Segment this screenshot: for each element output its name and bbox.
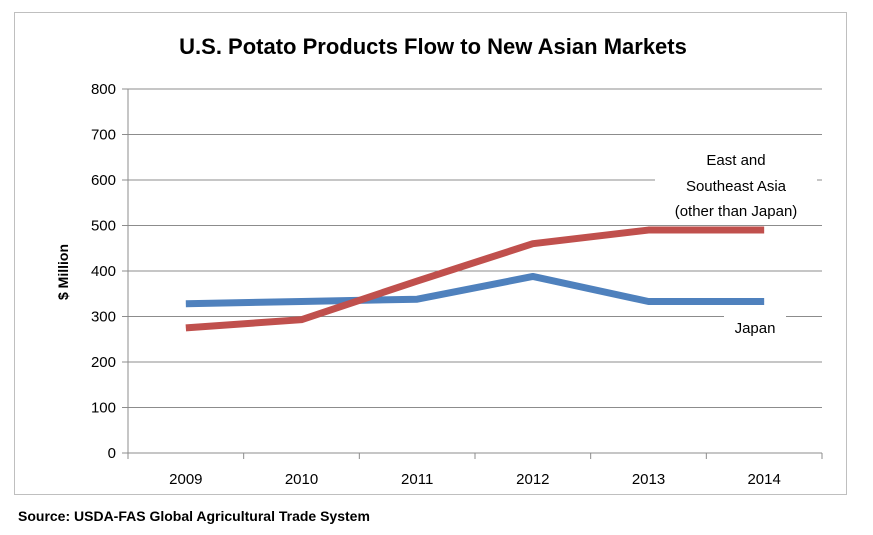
y-tick-label: 400 xyxy=(91,263,116,280)
y-tick-label: 500 xyxy=(91,218,116,235)
x-axis-tick-labels: 2009 2010 2011 2012 2013 2014 xyxy=(169,471,781,488)
y-tick-label: 600 xyxy=(91,172,116,189)
y-tick-label: 800 xyxy=(91,81,116,98)
series-annotations: East and Southeast Asia (other than Japan)… xyxy=(655,144,817,340)
y-tick-label: 0 xyxy=(108,445,116,462)
y-axis-tick-labels: 0 100 200 300 400 500 600 700 800 xyxy=(91,81,116,462)
y-tick-label: 700 xyxy=(91,127,116,144)
x-tick-label: 2013 xyxy=(632,471,665,488)
series-line-japan xyxy=(185,272,765,308)
chart-frame xyxy=(14,12,847,495)
x-tick-label: 2009 xyxy=(169,471,202,488)
x-tick-label: 2014 xyxy=(747,471,780,488)
annotation-japan: Japan xyxy=(735,320,776,337)
y-tick-label: 300 xyxy=(91,309,116,326)
y-tick-label: 200 xyxy=(91,354,116,371)
y-tick-label: 100 xyxy=(91,400,116,417)
annotation-background xyxy=(655,144,817,224)
annotation-background xyxy=(724,314,786,340)
series-line-east xyxy=(185,226,765,332)
chart-title: U.S. Potato Products Flow to New Asian M… xyxy=(179,34,687,59)
x-tick-label: 2010 xyxy=(285,471,318,488)
y-axis-label: $ Million xyxy=(55,244,71,300)
series-lines xyxy=(185,226,765,332)
x-tick-label: 2012 xyxy=(516,471,549,488)
annotation-east-southeast-asia: (other than Japan) xyxy=(675,203,798,220)
axes xyxy=(127,89,823,459)
annotation-east-southeast-asia: East and xyxy=(706,152,765,169)
x-tick-label: 2011 xyxy=(401,471,433,488)
source-note: Source: USDA-FAS Global Agricultural Tra… xyxy=(18,508,370,524)
annotation-east-southeast-asia: Southeast Asia xyxy=(686,178,787,195)
gridlines xyxy=(122,88,822,454)
